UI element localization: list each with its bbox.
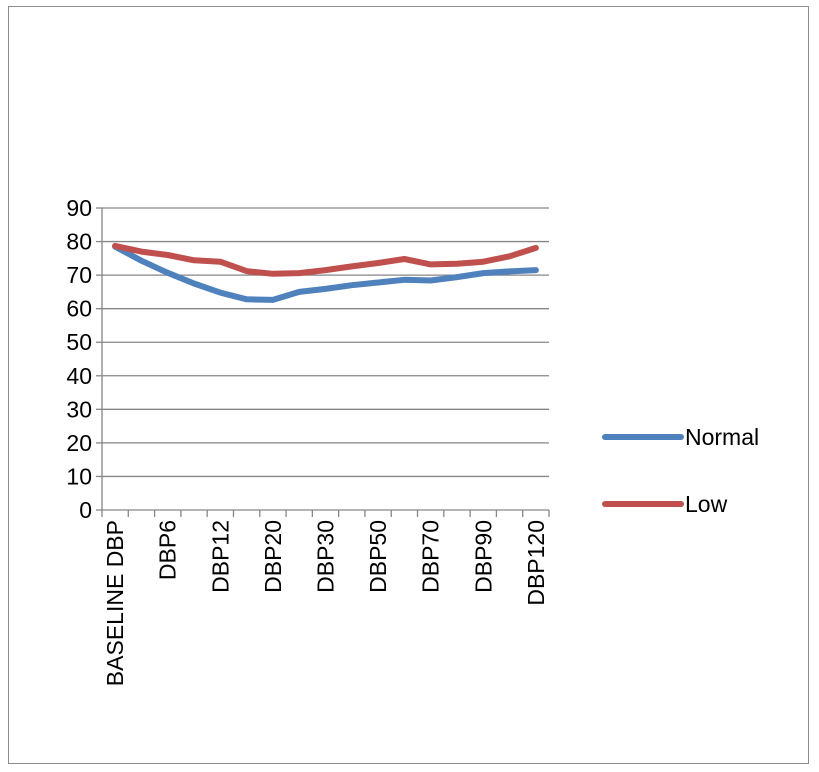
y-tick-label: 50 xyxy=(66,329,92,355)
y-tick-label: 60 xyxy=(66,296,92,322)
x-tick-label: DBP12 xyxy=(207,520,233,593)
gridlines xyxy=(102,207,549,478)
y-tick-label: 40 xyxy=(66,363,92,389)
chart-frame: 0 10 20 30 40 50 60 70 80 90 BASELINE DBP DBP6 DBP1… xyxy=(8,6,809,764)
legend: Normal Low xyxy=(602,424,759,517)
y-tick-label: 0 xyxy=(79,497,92,523)
x-tick-label: DBP70 xyxy=(418,520,444,593)
y-tick-label: 20 xyxy=(66,430,92,456)
y-tick-label: 10 xyxy=(66,463,92,489)
x-tick-label: DBP120 xyxy=(523,520,549,606)
y-tick-labels: 0 10 20 30 40 50 60 70 80 90 xyxy=(66,195,92,523)
y-tick-label: 70 xyxy=(66,262,92,288)
y-tick-label: 30 xyxy=(66,396,92,422)
legend-label-normal: Normal xyxy=(685,424,759,450)
y-tick-label: 80 xyxy=(66,229,92,255)
y-tick-label: 90 xyxy=(66,195,92,221)
legend-label-low: Low xyxy=(685,491,728,517)
line-chart: 0 10 20 30 40 50 60 70 80 90 BASELINE DBP DBP6 DBP1… xyxy=(66,195,759,686)
x-tick-label: DBP90 xyxy=(470,520,496,593)
series-lines xyxy=(112,242,539,303)
series-line-low xyxy=(112,242,539,277)
x-tick-label: DBP30 xyxy=(313,520,339,593)
axes xyxy=(96,207,550,517)
x-tick-label: DBP50 xyxy=(365,520,391,593)
x-tick-labels: BASELINE DBP DBP6 DBP12 DBP20 DBP30 DBP50 DBP7… xyxy=(102,520,549,686)
series-line-normal xyxy=(112,243,539,303)
x-tick-label: BASELINE DBP xyxy=(102,520,128,686)
x-tick-label: DBP20 xyxy=(260,520,286,593)
x-tick-label: DBP6 xyxy=(155,520,181,580)
